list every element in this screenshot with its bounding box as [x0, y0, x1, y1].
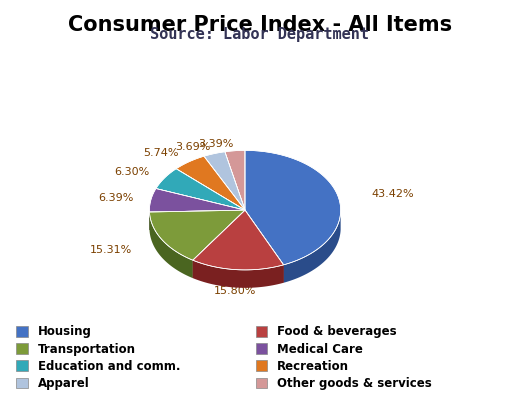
Polygon shape — [193, 210, 283, 270]
Text: Consumer Price Index - All Items: Consumer Price Index - All Items — [68, 15, 452, 34]
Polygon shape — [149, 188, 245, 212]
Text: 6.39%: 6.39% — [98, 193, 134, 203]
Text: 3.39%: 3.39% — [198, 139, 233, 149]
Polygon shape — [225, 150, 245, 210]
Polygon shape — [176, 156, 245, 210]
Text: Source: Labor Department: Source: Labor Department — [150, 27, 370, 42]
Polygon shape — [149, 212, 193, 278]
Polygon shape — [283, 212, 341, 283]
Text: 15.80%: 15.80% — [213, 286, 256, 295]
Polygon shape — [193, 210, 245, 278]
Polygon shape — [193, 260, 283, 288]
Text: 3.69%: 3.69% — [175, 142, 211, 152]
Text: 5.74%: 5.74% — [144, 148, 179, 158]
Legend: Food & beverages, Medical Care, Recreation, Other goods & services: Food & beverages, Medical Care, Recreati… — [255, 325, 432, 390]
Polygon shape — [149, 210, 245, 230]
Polygon shape — [193, 210, 245, 278]
Text: 6.30%: 6.30% — [115, 167, 150, 177]
Polygon shape — [156, 169, 245, 210]
Polygon shape — [149, 210, 245, 260]
Polygon shape — [245, 210, 283, 283]
Polygon shape — [245, 210, 283, 283]
Text: 43.42%: 43.42% — [371, 188, 414, 198]
Polygon shape — [245, 150, 341, 265]
Polygon shape — [204, 152, 245, 210]
Polygon shape — [149, 210, 245, 230]
Text: 15.31%: 15.31% — [90, 245, 133, 255]
